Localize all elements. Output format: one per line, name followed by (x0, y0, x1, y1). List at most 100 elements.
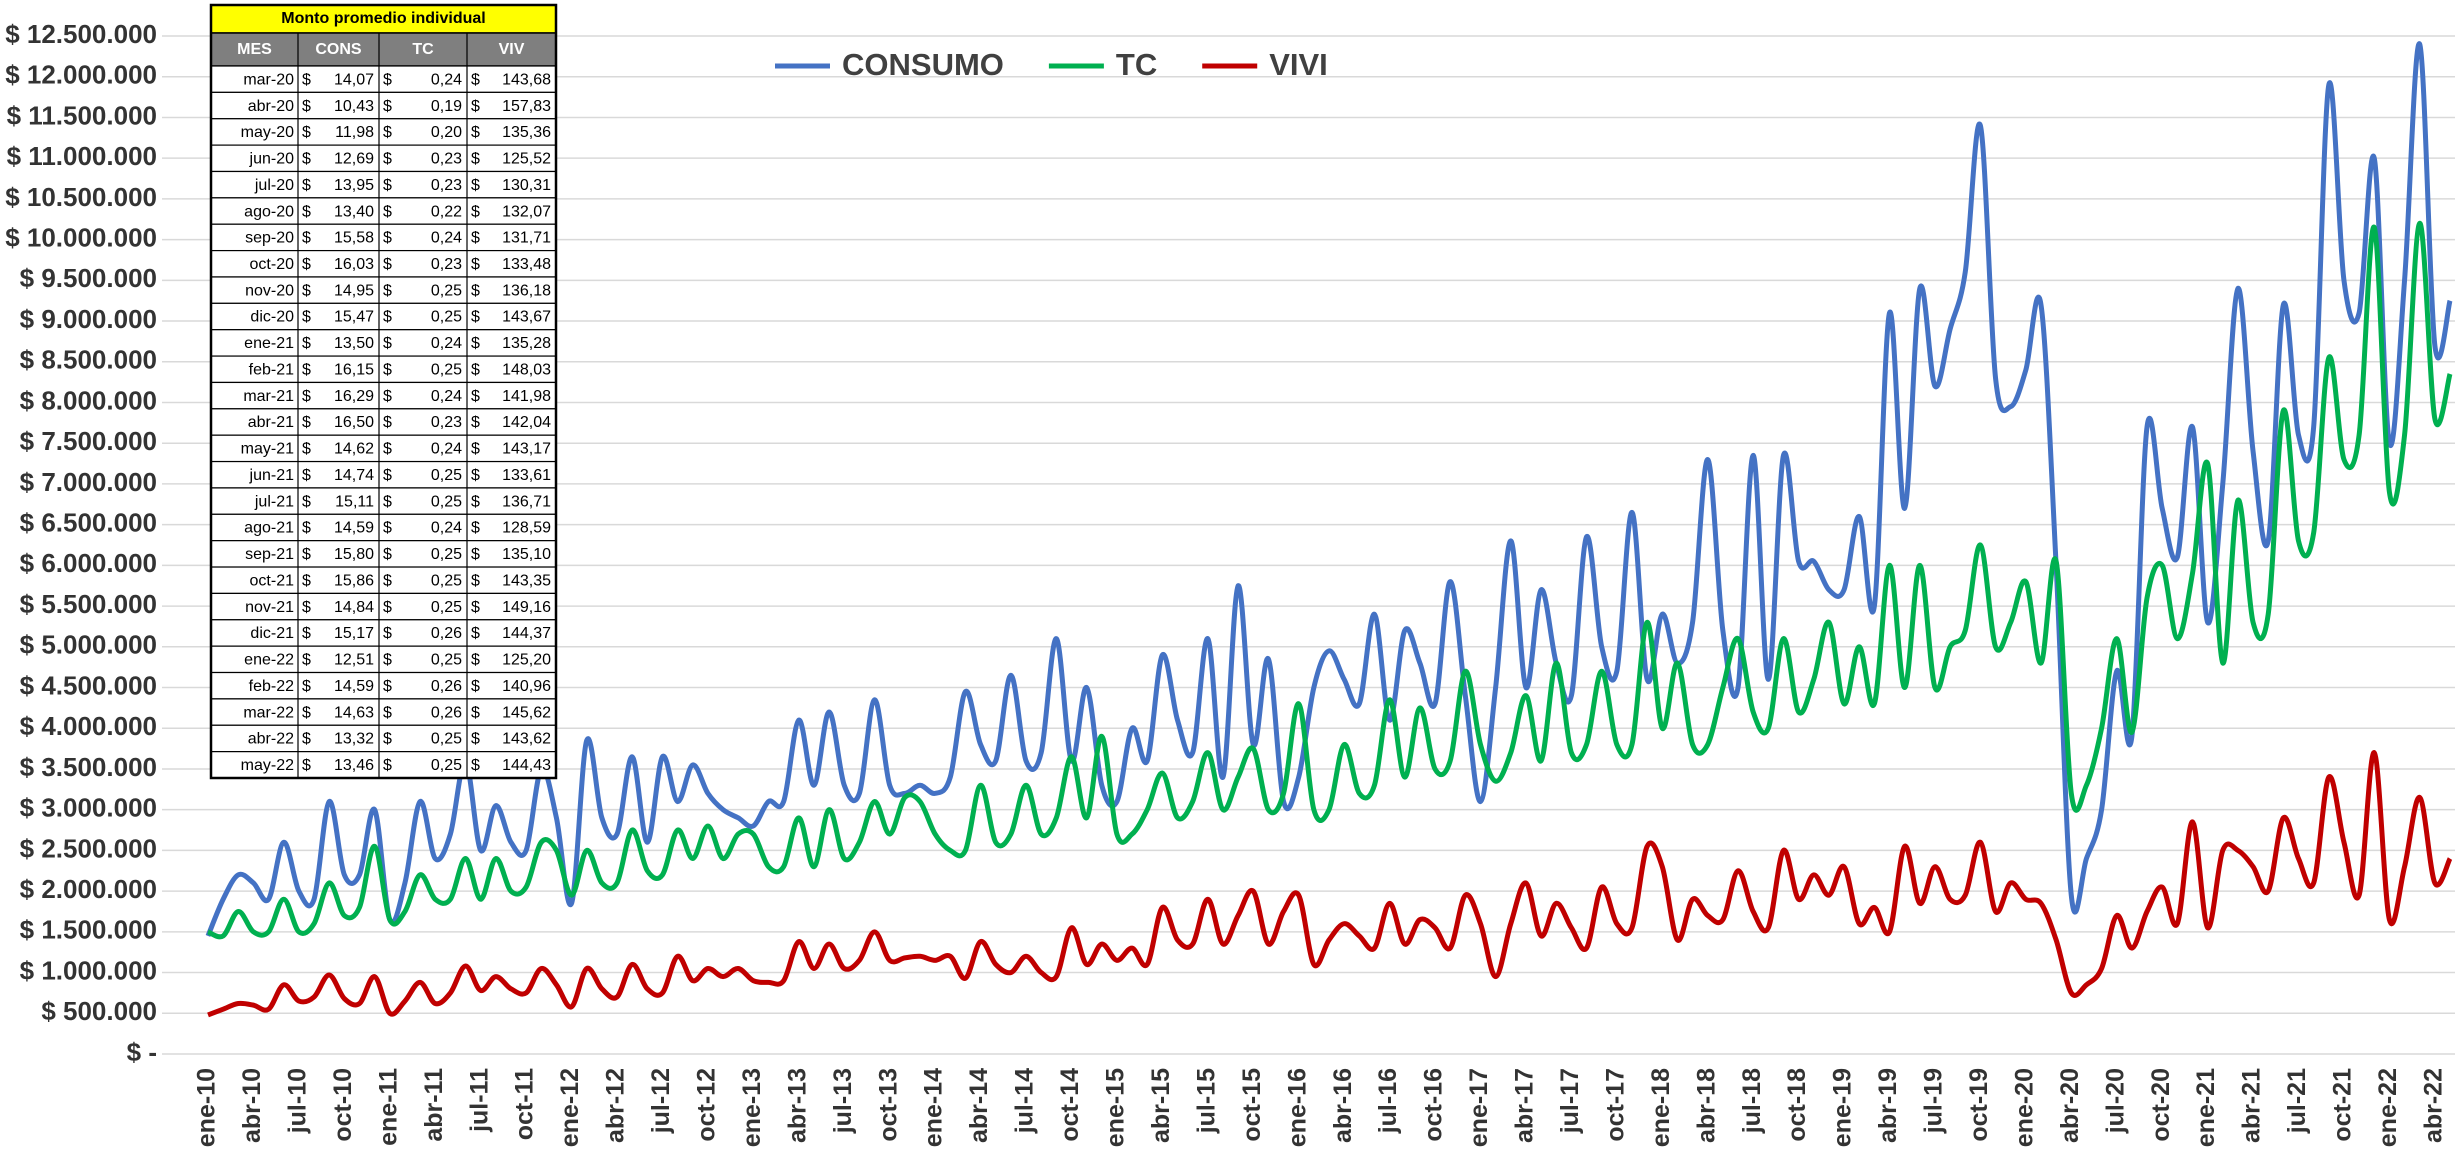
y-tick-label: $ 8.500.000 (20, 345, 157, 375)
table-cell: nov-20 (245, 282, 294, 299)
table-currency: $ (383, 546, 392, 563)
x-tick-label: ene-10 (193, 1068, 221, 1147)
table-cell: mar-22 (243, 704, 294, 721)
table-currency: $ (302, 256, 311, 273)
table-cell: 16,29 (334, 388, 374, 405)
table-cell: 125,20 (502, 652, 551, 669)
table-currency: $ (471, 361, 480, 378)
table-cell: 13,95 (334, 177, 374, 194)
y-tick-label: $ 1.500.000 (20, 915, 157, 945)
table-currency: $ (302, 124, 311, 141)
table-currency: $ (471, 256, 480, 273)
table-cell: 0,23 (431, 256, 462, 273)
table-currency: $ (471, 652, 480, 669)
x-tick-label: abr-10 (238, 1068, 266, 1143)
table-currency: $ (383, 441, 392, 458)
table-currency: $ (302, 572, 311, 589)
y-tick-label: $ 6.500.000 (20, 508, 157, 538)
y-tick-label: $ 2.000.000 (20, 874, 157, 904)
table-cell: feb-22 (249, 678, 294, 695)
table-cell: dic-20 (250, 309, 294, 326)
x-tick-label: ene-11 (374, 1068, 402, 1146)
y-tick-label: $ 3.500.000 (20, 752, 157, 782)
table-cell: 0,26 (431, 678, 462, 695)
table-cell: 12,51 (334, 652, 374, 669)
table-currency: $ (383, 282, 392, 299)
table-cell: 157,83 (502, 98, 551, 115)
table-cell: 145,62 (502, 704, 551, 721)
x-tick-label: abr-13 (783, 1068, 811, 1143)
table-cell: 0,25 (431, 572, 462, 589)
x-tick-label: jul-16 (1374, 1068, 1402, 1134)
table-currency: $ (302, 282, 311, 299)
x-tick-label: oct-12 (693, 1068, 721, 1142)
table-cell: 14,59 (334, 678, 374, 695)
table-cell: jul-21 (254, 493, 294, 510)
table-currency: $ (302, 704, 311, 721)
table-header: TC (412, 41, 434, 58)
table-cell: sep-20 (245, 230, 294, 247)
table-currency: $ (383, 335, 392, 352)
x-tick-label: jul-13 (829, 1068, 857, 1134)
table-cell: 143,68 (502, 71, 551, 88)
table-cell: 0,23 (431, 414, 462, 431)
table-currency: $ (383, 678, 392, 695)
y-tick-label: $ 12.500.000 (5, 19, 157, 49)
table-currency: $ (383, 203, 392, 220)
x-tick-label: ene-18 (1647, 1068, 1675, 1147)
table-cell: 144,43 (502, 757, 551, 774)
table-cell: 144,37 (502, 625, 551, 642)
y-tick-label: $ 12.000.000 (5, 60, 157, 90)
table-currency: $ (302, 177, 311, 194)
table-cell: may-20 (241, 124, 294, 141)
table-cell: oct-21 (250, 572, 295, 589)
table-cell: ago-21 (244, 520, 294, 537)
table-border (209, 3, 558, 780)
table-cell: 16,15 (334, 361, 374, 378)
table-cell: 148,03 (502, 361, 551, 378)
x-tick-label: abr-15 (1147, 1068, 1175, 1143)
table-currency: $ (302, 493, 311, 510)
x-tick-label: abr-22 (2419, 1068, 2447, 1143)
table-cell: 135,28 (502, 335, 551, 352)
table-cell: 13,40 (334, 203, 374, 220)
table-currency: $ (302, 388, 311, 405)
table-currency: $ (471, 203, 480, 220)
y-tick-label: $ 9.000.000 (20, 304, 157, 334)
x-tick-label: abr-21 (2238, 1068, 2266, 1143)
table-currency: $ (302, 151, 311, 168)
x-tick-label: ene-22 (2374, 1068, 2402, 1147)
x-tick-label: abr-19 (1874, 1068, 1902, 1143)
y-tick-label: $ 9.500.000 (20, 263, 157, 293)
y-tick-label: $ 10.000.000 (5, 222, 157, 252)
table-cell: 10,43 (334, 98, 374, 115)
table-cell: 15,11 (335, 493, 374, 510)
table-cell: abr-21 (248, 414, 294, 431)
table-header: CONS (315, 41, 362, 58)
table-cell: 143,67 (502, 309, 551, 326)
x-tick-label: jul-18 (1738, 1068, 1766, 1134)
table-currency: $ (471, 704, 480, 721)
table-cell: 0,25 (431, 282, 462, 299)
table-cell: ago-20 (244, 203, 294, 220)
table-currency: $ (383, 731, 392, 748)
table-cell: 125,52 (502, 151, 551, 168)
table-cell: 0,24 (431, 441, 462, 458)
table-currency: $ (383, 388, 392, 405)
x-tick-label: abr-16 (1329, 1068, 1357, 1143)
table-cell: oct-20 (250, 256, 295, 273)
table-cell: 0,25 (431, 599, 462, 616)
table-currency: $ (383, 177, 392, 194)
x-tick-label: oct-14 (1056, 1068, 1084, 1142)
table-currency: $ (383, 309, 392, 326)
table-cell: 13,32 (334, 731, 374, 748)
table-cell: 0,25 (431, 467, 462, 484)
table-cell: 0,19 (431, 98, 462, 115)
table-cell: 15,58 (334, 230, 374, 247)
table-currency: $ (302, 71, 311, 88)
x-tick-label: jul-12 (647, 1068, 675, 1134)
y-tick-label: $ 8.000.000 (20, 385, 157, 415)
table-currency: $ (302, 652, 311, 669)
x-tick-label: oct-18 (1783, 1068, 1811, 1142)
legend-label: VIVI (1269, 47, 1328, 82)
